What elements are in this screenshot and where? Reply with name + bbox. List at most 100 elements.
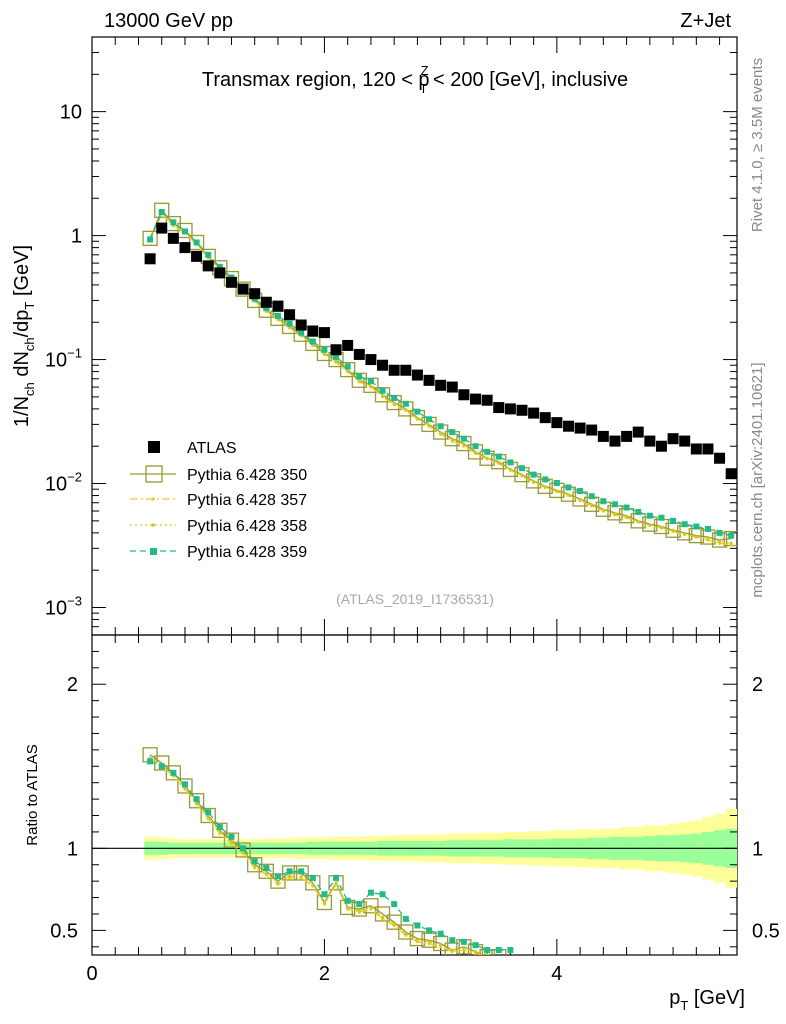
ratio-point-pythia-6-428-358 — [287, 874, 292, 878]
main-point-atlas — [539, 412, 551, 424]
main-point-pythia-6-428-358 — [648, 523, 652, 527]
main-point-atlas — [644, 435, 656, 447]
main-y-tick-label: 10−3 — [45, 593, 82, 619]
x-axis-label: pT [GeV] — [669, 987, 745, 1013]
main-point-atlas — [562, 420, 574, 432]
main-point-atlas — [377, 359, 389, 371]
ratio-point-pythia-6-428-359 — [379, 891, 386, 898]
main-point-pythia-6-428-359 — [426, 416, 433, 423]
main-point-pythia-6-428-359 — [495, 453, 502, 460]
ratio-line-pythia-6-428-357 — [149, 759, 484, 955]
analysis-watermark: (ATLAS_2019_I1736531) — [336, 591, 494, 607]
main-point-pythia-6-428-359 — [542, 476, 549, 483]
ratio-point-pythia-6-428-359 — [147, 758, 154, 765]
ratio-y-tick-label-right: 0.5 — [752, 920, 780, 942]
main-point-atlas — [249, 288, 261, 300]
legend: ATLAS Pythia 6.428 350 Pythia 6.428 357 Pyt… — [130, 440, 307, 561]
main-point-pythia-6-428-359 — [205, 251, 212, 258]
main-point-atlas — [516, 404, 528, 416]
ratio-point-pythia-6-428-359 — [484, 947, 491, 954]
ratio-point-pythia-6-428-350 — [223, 832, 240, 848]
ratio-point-pythia-6-428-359 — [321, 891, 328, 898]
ratio-point-pythia-6-428-358 — [276, 881, 280, 885]
main-point-pythia-6-428-359 — [391, 394, 398, 401]
main-point-pythia-6-428-350 — [340, 361, 356, 378]
main-point-pythia-6-428-359 — [309, 338, 316, 345]
ratio-point-pythia-6-428-358 — [380, 915, 385, 919]
main-point-pythia-6-428-359 — [170, 219, 177, 226]
main-point-pythia-6-428-358 — [346, 369, 350, 373]
x-tick-label: 0 — [86, 963, 97, 985]
main-point-atlas — [295, 319, 307, 331]
main-point-pythia-6-428-358 — [717, 540, 722, 544]
main-point-pythia-6-428-359 — [333, 353, 340, 360]
ratio-point-pythia-6-428-358 — [450, 948, 454, 952]
ratio-point-pythia-6-428-359 — [333, 874, 340, 881]
main-point-pythia-6-428-359 — [274, 312, 281, 319]
main-point-pythia-6-428-359 — [623, 504, 630, 511]
main-point-atlas — [632, 426, 644, 438]
ratio-point-pythia-6-428-358 — [392, 922, 396, 926]
main-point-pythia-6-428-359 — [519, 465, 525, 472]
main-y-tick-label: 10−1 — [45, 346, 82, 372]
ratio-point-pythia-6-428-358 — [357, 909, 361, 913]
main-point-atlas — [237, 283, 249, 295]
main-point-atlas — [574, 422, 586, 434]
main-point-pythia-6-428-359 — [216, 263, 223, 270]
ratio-point-pythia-6-428-359 — [402, 915, 409, 922]
ylabel-c-sub: T — [22, 302, 37, 310]
plot-title-post: < 200 [GeV], inclusive — [427, 69, 628, 91]
ylabel-c: /dp — [11, 310, 33, 338]
ratio-point-pythia-6-428-359 — [158, 763, 165, 770]
main-point-atlas — [284, 309, 296, 321]
main-point-atlas — [342, 339, 354, 351]
plot-title-pre: Transmax region, 120 < p — [202, 69, 430, 91]
main-point-atlas — [679, 435, 691, 447]
main-point-pythia-6-428-359 — [553, 479, 560, 486]
main-point-atlas — [330, 344, 342, 356]
ratio-point-pythia-6-428-359 — [298, 868, 305, 875]
ratio-point-pythia-6-428-350 — [503, 956, 517, 970]
main-point-pythia-6-428-358 — [439, 431, 443, 435]
main-point-atlas — [586, 424, 598, 436]
ratio-point-pythia-6-428-359 — [426, 927, 433, 934]
main-point-pythia-6-428-359 — [716, 529, 723, 536]
main-point-atlas — [225, 276, 237, 288]
ratio-point-pythia-6-428-358 — [229, 840, 234, 844]
main-point-atlas — [714, 452, 726, 464]
ratio-point-pythia-6-428-358 — [253, 864, 257, 868]
ratio-point-pythia-6-428-359 — [170, 769, 177, 776]
main-point-pythia-6-428-359 — [437, 423, 444, 430]
main-point-atlas — [621, 430, 633, 442]
ratio-point-pythia-6-428-350 — [177, 778, 193, 794]
xlabel-b: [GeV] — [688, 987, 745, 1009]
main-point-atlas — [655, 440, 667, 452]
main-point-pythia-6-428-358 — [404, 407, 408, 412]
main-point-pythia-6-428-359 — [658, 514, 665, 521]
main-point-pythia-6-428-358 — [369, 384, 373, 388]
main-point-atlas — [179, 242, 191, 254]
ratio-point-pythia-6-428-359 — [472, 942, 479, 949]
main-point-pythia-6-428-359 — [646, 512, 653, 519]
legend-marker — [148, 441, 160, 453]
main-axis-ticks: 10 1 10−1 10−2 10−3 — [45, 36, 737, 955]
main-point-pythia-6-428-359 — [321, 346, 328, 353]
ratio-point-pythia-6-428-358 — [485, 953, 489, 955]
x-tick-label: 2 — [319, 963, 330, 985]
main-point-pythia-6-428-359 — [728, 532, 735, 539]
x-tick-label: 4 — [551, 963, 562, 985]
main-point-atlas — [307, 325, 319, 337]
main-point-pythia-6-428-359 — [565, 484, 572, 491]
ratio-point-pythia-6-428-358 — [334, 881, 338, 885]
ratio-point-pythia-6-428-359 — [240, 845, 247, 852]
ratio-point-pythia-6-428-358 — [473, 950, 478, 954]
main-point-pythia-6-428-358 — [624, 515, 629, 519]
main-point-pythia-6-428-358 — [543, 485, 547, 489]
main-point-pythia-6-428-358 — [415, 416, 420, 421]
ratio-point-pythia-6-428-357 — [497, 957, 500, 960]
main-point-pythia-6-428-359 — [193, 239, 200, 246]
ratio-y-tick-label-left: 2 — [67, 674, 78, 696]
main-point-pythia-6-428-358 — [322, 352, 327, 356]
main-point-pythia-6-428-358 — [520, 473, 524, 477]
main-point-pythia-6-428-358 — [485, 456, 489, 460]
